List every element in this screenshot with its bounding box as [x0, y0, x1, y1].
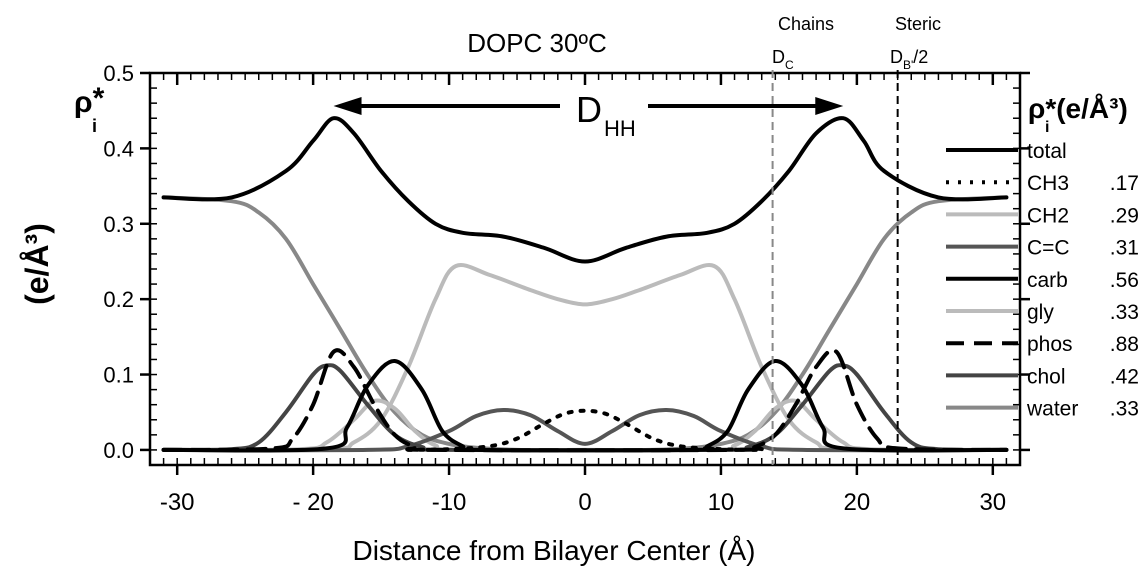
- series-line-ch3: [406, 408, 764, 452]
- chains-dc-label: DC: [772, 47, 794, 72]
- plot-frame: [148, 71, 1022, 467]
- x-tick-label: - 20: [292, 489, 333, 516]
- legend-value-ch2: .29: [1110, 204, 1139, 227]
- legend-label-gly: gly: [1027, 301, 1054, 324]
- chains-d-sub: C: [785, 58, 794, 72]
- y-tick-label: 0.1: [103, 363, 134, 388]
- legend: total CH3 .17 CH2 .29 C=C .31 carb .56 gly .33 phos…: [946, 140, 1139, 421]
- y-axis-label: (e/Å³): [19, 223, 55, 305]
- series-line-chol: [161, 363, 1009, 453]
- tick-layer: -30 - 20 -10 0 10 20 30 0.0 0.1 0.2 0.3 0.4 0.5: [103, 61, 1030, 516]
- series-line-ch2: [161, 263, 1009, 452]
- legend-label-water: water: [1026, 398, 1078, 421]
- legend-label-phos: phos: [1027, 333, 1073, 356]
- legend-label-ch3: CH3: [1027, 172, 1069, 195]
- x-tick-label: 10: [708, 489, 735, 516]
- x-tick-label: 0: [578, 489, 591, 516]
- dhh-arrow-right-head: [815, 97, 844, 115]
- annotations: DOPC 30ºC Chains DC Steric DB'/2 DHH ρ* …: [19, 14, 1128, 566]
- right-units: *(e/Å³): [1045, 93, 1127, 124]
- legend-value-phos: .88: [1110, 333, 1139, 356]
- right-axis-sub: i: [1045, 119, 1049, 136]
- y-tick-label: 0.3: [103, 212, 134, 237]
- y-tick-label: 0.4: [103, 136, 134, 161]
- right-axis-label: ρ*(e/Å³): [1028, 93, 1128, 124]
- y-tick-label: 0.0: [103, 438, 134, 463]
- axes: [148, 71, 1022, 467]
- x-axis-label: Distance from Bilayer Center (Å): [352, 535, 755, 566]
- series-line-water: [161, 195, 1009, 453]
- series-line-total: [161, 116, 1009, 264]
- legend-value-gly: .33: [1110, 301, 1139, 324]
- dhh-d: D: [576, 89, 602, 130]
- legend-value-ch3: .17: [1110, 172, 1139, 195]
- legend-value-chol: .42: [1110, 365, 1139, 388]
- y-label-rho-sub: i: [92, 116, 97, 136]
- y-tick-label: 0.5: [103, 61, 134, 86]
- legend-value-carb: .56: [1110, 269, 1139, 292]
- steric-d: D: [890, 47, 903, 67]
- steric-suffix: /2: [913, 47, 928, 67]
- legend-label-chol: chol: [1027, 365, 1066, 388]
- legend-value-c-c: .31: [1110, 237, 1139, 260]
- y-tick-label: 0.2: [103, 287, 134, 312]
- y-rho: ρ: [74, 86, 93, 119]
- right-rho: ρ: [1028, 93, 1045, 124]
- series-line-phos: [161, 348, 1009, 453]
- steric-db-label: DB'/2: [890, 47, 928, 72]
- chart-title: DOPC 30ºC: [467, 28, 607, 58]
- legend-label-carb: carb: [1027, 269, 1068, 292]
- dhh-arrow-left-head: [333, 97, 362, 115]
- dhh-label: DHH: [576, 89, 636, 141]
- legend-value-water: .33: [1110, 398, 1139, 421]
- y-rho-star: *: [93, 82, 105, 115]
- legend-label-ch2: CH2: [1027, 204, 1069, 227]
- legend-label-c-c: C=C: [1027, 237, 1070, 260]
- x-tick-label: 20: [844, 489, 871, 516]
- steric-d-sub: B': [903, 58, 913, 72]
- x-tick-label: -30: [160, 489, 195, 516]
- steric-label: Steric: [895, 14, 941, 34]
- y-label-rho: ρ*: [74, 82, 105, 119]
- legend-label-total: total: [1027, 140, 1067, 163]
- dhh-sub: HH: [604, 116, 636, 141]
- x-tick-label: -10: [432, 489, 467, 516]
- x-tick-label: 30: [979, 489, 1006, 516]
- plot-area: [161, 116, 1009, 453]
- chains-label: Chains: [778, 14, 834, 34]
- chains-d: D: [772, 47, 785, 67]
